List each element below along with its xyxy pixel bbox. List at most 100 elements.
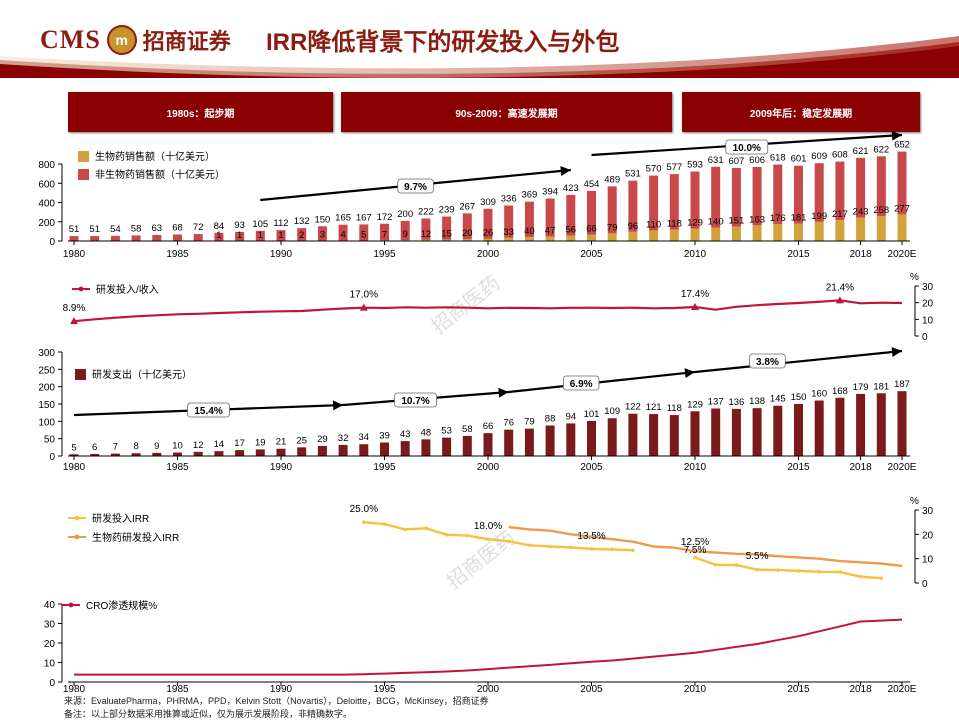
x-tick-label: 2015 bbox=[787, 462, 810, 473]
y-tick-label: 250 bbox=[38, 365, 55, 376]
bar-nonbio bbox=[173, 234, 182, 241]
bar-rd bbox=[773, 406, 782, 456]
data-label-rd: 12 bbox=[193, 440, 204, 451]
irr-label: 25.0% bbox=[350, 504, 378, 515]
irr-label: 7.5% bbox=[684, 545, 707, 556]
y-tick-label: 600 bbox=[38, 179, 55, 190]
cagr-label: 10.7% bbox=[401, 396, 429, 407]
data-label-nonbio: 105 bbox=[252, 219, 268, 230]
data-label-bio: 9 bbox=[403, 229, 408, 240]
irr-marker bbox=[486, 537, 490, 541]
irr-marker bbox=[755, 568, 759, 572]
data-label-nonbio: 167 bbox=[356, 212, 372, 223]
data-label-nonbio: 622 bbox=[873, 144, 889, 155]
bar-rd bbox=[877, 393, 886, 456]
x-tick-label: 2010 bbox=[684, 462, 707, 473]
x-tick-label: 2005 bbox=[580, 249, 603, 260]
y-tick-label: 200 bbox=[38, 383, 55, 394]
data-label-rd: 109 bbox=[604, 406, 620, 417]
data-label-rd: 53 bbox=[441, 426, 452, 437]
bar-bio bbox=[691, 229, 700, 241]
bar-nonbio bbox=[132, 235, 141, 241]
y-right-unit: % bbox=[910, 496, 919, 507]
data-label-nonbio: 165 bbox=[335, 213, 351, 224]
data-label-nonbio: 51 bbox=[89, 224, 100, 235]
growth-arrow bbox=[695, 351, 902, 372]
y-right-tick-label: 10 bbox=[922, 555, 934, 566]
data-label-bio: 1 bbox=[237, 230, 242, 241]
data-label-rd: 88 bbox=[545, 413, 556, 424]
bar-rd bbox=[463, 436, 472, 456]
cagr-label: 9.7% bbox=[404, 182, 427, 193]
data-label-rd: 79 bbox=[524, 417, 535, 428]
bar-rd bbox=[235, 450, 244, 456]
y-tick-label: 100 bbox=[38, 417, 55, 428]
x-tick-label: 2000 bbox=[477, 462, 500, 473]
bar-rd bbox=[504, 430, 513, 456]
bar-rd bbox=[670, 415, 679, 456]
data-label-bio: 96 bbox=[628, 221, 639, 232]
data-label-rd: 8 bbox=[133, 441, 138, 452]
data-label-rd: 7 bbox=[113, 442, 118, 453]
data-label-rd: 19 bbox=[255, 437, 266, 448]
data-label-rd: 39 bbox=[379, 430, 390, 441]
data-label-bio: 163 bbox=[749, 214, 765, 225]
cro-line bbox=[74, 620, 902, 675]
data-label-bio: 151 bbox=[728, 215, 744, 226]
data-label-bio: 140 bbox=[708, 217, 724, 228]
bar-rd bbox=[835, 398, 844, 456]
growth-arrow bbox=[509, 372, 695, 392]
x-tick-label: 2005 bbox=[580, 462, 603, 473]
data-label-nonbio: 309 bbox=[480, 197, 496, 208]
data-label-nonbio: 631 bbox=[708, 155, 724, 166]
bar-bio bbox=[608, 233, 617, 241]
y-tick-label: 50 bbox=[44, 435, 56, 446]
x-tick-label: 1990 bbox=[270, 249, 293, 260]
data-label-nonbio: 267 bbox=[459, 201, 475, 212]
data-label-bio: 1 bbox=[278, 230, 283, 241]
x-tick-label: 2005 bbox=[580, 684, 603, 695]
bar-rd bbox=[815, 401, 824, 456]
data-label-rd: 121 bbox=[646, 402, 662, 413]
ratio-label: 8.9% bbox=[63, 303, 86, 314]
bar-bio bbox=[566, 236, 575, 241]
x-tick-label: 2015 bbox=[787, 684, 810, 695]
cagr-label: 10.0% bbox=[733, 143, 761, 154]
bar-rd bbox=[628, 414, 637, 456]
irr-marker bbox=[838, 570, 842, 574]
bar-rd bbox=[691, 411, 700, 456]
y-right-tick-label: 0 bbox=[922, 332, 928, 343]
data-label-nonbio: 150 bbox=[314, 214, 330, 225]
bar-bio bbox=[877, 216, 886, 241]
irr-marker bbox=[776, 568, 780, 572]
bar-bio bbox=[649, 230, 658, 241]
data-label-nonbio: 112 bbox=[273, 218, 288, 229]
data-label-nonbio: 606 bbox=[749, 155, 765, 166]
data-label-rd: 94 bbox=[566, 411, 577, 422]
data-label-rd: 5 bbox=[71, 442, 76, 453]
data-label-nonbio: 394 bbox=[542, 187, 558, 198]
data-label-rd: 25 bbox=[296, 435, 307, 446]
legend-label: CRO渗透规模% bbox=[86, 599, 157, 612]
data-label-bio: 56 bbox=[566, 225, 577, 236]
bar-bio bbox=[753, 225, 762, 241]
data-label-nonbio: 607 bbox=[728, 156, 744, 167]
irr-marker bbox=[548, 545, 552, 549]
bar-nonbio bbox=[152, 235, 161, 241]
irr-marker bbox=[590, 547, 594, 551]
bar-rd bbox=[277, 449, 286, 456]
bar-bio bbox=[525, 237, 534, 241]
irr-marker bbox=[528, 543, 532, 547]
irr-marker bbox=[610, 548, 614, 552]
data-label-rd: 101 bbox=[584, 409, 600, 420]
bar-rd bbox=[732, 409, 741, 456]
data-label-nonbio: 652 bbox=[894, 140, 910, 151]
y-right-tick-label: 20 bbox=[922, 299, 934, 310]
data-label-nonbio: 51 bbox=[69, 224, 80, 235]
data-label-rd: 168 bbox=[832, 386, 848, 397]
legend-label: 研发投入IRR bbox=[92, 512, 149, 525]
irr-marker bbox=[693, 556, 697, 560]
data-label-rd: 32 bbox=[338, 433, 349, 444]
irr-marker bbox=[859, 575, 863, 579]
bar-rd bbox=[214, 451, 223, 456]
